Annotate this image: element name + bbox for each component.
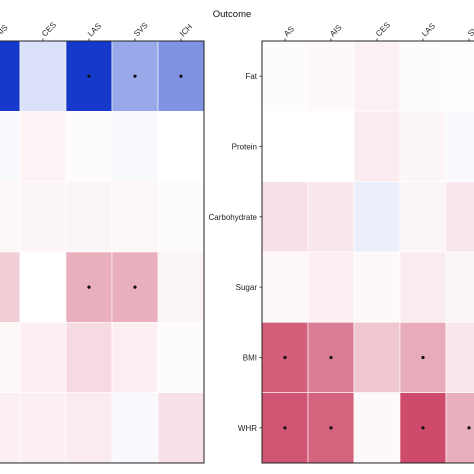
heatmap-cell (353, 392, 401, 464)
column-tick-label: AIS (0, 23, 10, 38)
significance-dot (283, 426, 287, 430)
row-label: Protein (232, 142, 257, 151)
heatmap-cell (399, 251, 447, 323)
heatmap-cell (0, 181, 21, 253)
heatmap-layer: AIS CES LAS SVS ICH AS AIS CES LAS SVS Fat Protein C… (0, 20, 474, 464)
column-tick-label: ICH (178, 22, 194, 38)
heatmap-cell (111, 392, 159, 464)
heatmap-cell (399, 181, 447, 253)
heatmap-cell (19, 181, 67, 253)
column-tick-label: CES (374, 20, 392, 38)
heatmap-cell (445, 111, 474, 182)
heatmap-cell (445, 40, 474, 112)
significance-dot (87, 285, 91, 289)
heatmap-cell (261, 111, 309, 182)
significance-dot (467, 426, 471, 430)
heatmap-cell (0, 322, 21, 393)
column-tick-label: LAS (420, 21, 437, 38)
heatmap-cell (0, 392, 21, 464)
significance-dot (87, 74, 91, 78)
heatmap-cell (399, 111, 447, 182)
heatmap-cell (157, 392, 205, 464)
row-label: BMI (243, 353, 257, 362)
heatmap-cell (111, 111, 159, 182)
heatmap-cell (261, 251, 309, 323)
heatmap-cell (111, 181, 159, 253)
chart-title: Outcome (213, 9, 252, 20)
row-label: WHR (238, 424, 257, 433)
heatmap-cell (0, 111, 21, 182)
heatmap-cell (65, 181, 113, 253)
heatmap-cell (445, 392, 474, 464)
heatmap-cell (307, 251, 355, 323)
heatmap-cell (19, 251, 67, 323)
heatmap-cell (445, 251, 474, 323)
panel-frame (261, 40, 474, 464)
heatmap-cell (65, 111, 113, 182)
column-tick-label: AS (282, 25, 296, 39)
column-tick-label: LAS (86, 21, 103, 38)
heatmap-cell (157, 111, 205, 182)
significance-dot (421, 355, 425, 360)
significance-dot (329, 426, 333, 430)
significance-dot (421, 426, 425, 430)
heatmap-cell (445, 181, 474, 253)
heatmap-cell (65, 392, 113, 464)
column-tick-label: CES (40, 20, 58, 38)
heatmap-cell (445, 322, 474, 393)
heatmap-cell (353, 251, 401, 323)
row-label: Sugar (236, 283, 258, 292)
heatmap-cell (19, 392, 67, 464)
column-tick-label: SVS (466, 21, 474, 39)
significance-dot (133, 74, 137, 78)
column-tick-label: AIS (328, 23, 343, 38)
heatmap-cell (157, 181, 205, 253)
panel-left: AIS CES LAS SVS ICH (0, 20, 205, 464)
heatmap-cell (0, 251, 21, 323)
heatmap-cell (307, 40, 355, 112)
panel-right: AS AIS CES LAS SVS (261, 20, 474, 464)
heatmap-cell (19, 111, 67, 182)
heatmap-cell (65, 322, 113, 393)
heatmap-cell (0, 40, 21, 112)
heatmap-cell (111, 322, 159, 393)
significance-dot (329, 355, 333, 360)
heatmap-cell (307, 111, 355, 182)
heatmap-cell (261, 40, 309, 112)
row-label: Carbohydrate (209, 213, 258, 222)
heatmap-cell (353, 40, 401, 112)
heatmap-cell (19, 322, 67, 393)
significance-dot (133, 285, 137, 289)
heatmap-cell (353, 181, 401, 253)
heatmap-cell (157, 322, 205, 393)
heatmap-cell (399, 40, 447, 112)
significance-dot (283, 355, 287, 360)
heatmap-cell (353, 322, 401, 393)
panel-frame (0, 40, 205, 464)
column-tick-label: SVS (132, 21, 150, 39)
heatmap-cell (353, 111, 401, 182)
row-label: Fat (245, 72, 257, 81)
heatmap-cell (157, 251, 205, 323)
significance-dot (179, 74, 183, 78)
heatmap-cell (307, 181, 355, 253)
heatmap-cell (19, 40, 67, 112)
heatmap-cell (261, 181, 309, 253)
